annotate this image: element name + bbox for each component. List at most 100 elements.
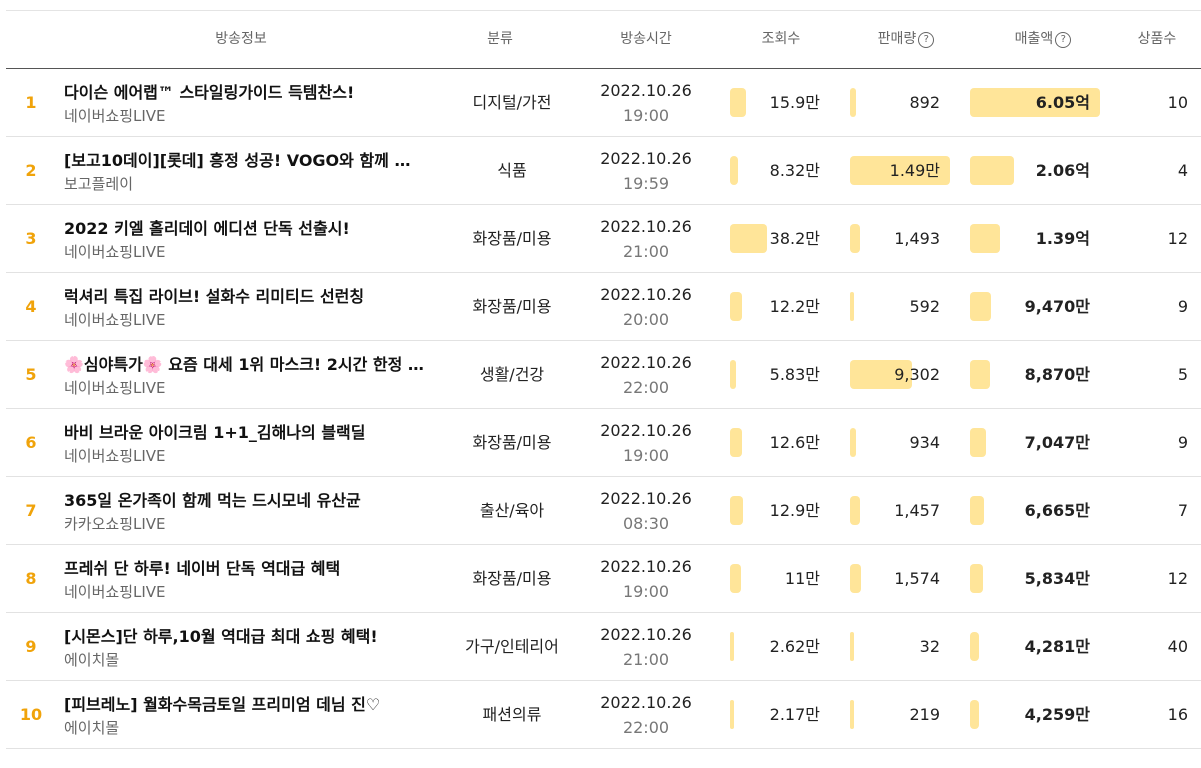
broadcast-title[interactable]: 2022 키엘 홀리데이 에디션 단독 선출시!	[64, 219, 350, 238]
seller-name: 네이버쇼핑LIVE	[64, 311, 166, 329]
broadcast-time: 19:00	[622, 106, 670, 125]
table-row[interactable]: 9 [시몬스]단 하루,10월 역대급 최대 쇼핑 혜택! 에이치몰 가구/인테…	[6, 613, 1201, 681]
broadcast-date: 2022.10.26	[600, 353, 692, 372]
broadcast-title[interactable]: [시몬스]단 하루,10월 역대급 최대 쇼핑 혜택!	[64, 627, 378, 646]
header-info: 방송정보	[215, 31, 267, 47]
seller-name: 카카오쇼핑LIVE	[64, 515, 166, 533]
broadcast-title[interactable]: [보고10데이][롯데] 흥정 성공! VOGO와 함께 가격흥정하세요	[64, 151, 424, 170]
sales-value: 1.49만	[889, 161, 940, 180]
rank-number: 4	[25, 297, 37, 316]
broadcast-time: 22:00	[622, 378, 670, 397]
views-bar	[730, 700, 734, 729]
product-count: 10	[1167, 93, 1188, 112]
product-count: 40	[1167, 637, 1188, 656]
category-label: 생활/건강	[479, 365, 545, 384]
category-label: 식품	[497, 161, 527, 180]
broadcast-title[interactable]: 365일 온가족이 함께 먹는 드시모네 유산균	[64, 491, 361, 510]
broadcast-time: 19:00	[622, 582, 670, 601]
table-row[interactable]: 4 럭셔리 특집 라이브! 설화수 리미티드 선런칭 네이버쇼핑LIVE 화장품…	[6, 273, 1201, 341]
category-label: 화장품/미용	[472, 229, 552, 248]
rank-number: 1	[25, 93, 37, 112]
views-value: 5.83만	[769, 365, 820, 384]
category-label: 패션의류	[482, 705, 542, 724]
revenue-value: 7,047만	[1024, 433, 1090, 452]
sales-value: 1,493	[894, 229, 940, 248]
table-row[interactable]: 8 프레쉬 단 하루! 네이버 단독 역대급 혜택 네이버쇼핑LIVE 화장품/…	[6, 545, 1201, 613]
table-row[interactable]: 5 🌸심야특가🌸 요즘 대세 1위 마스크! 2시간 한정 특가 네이버쇼핑LI…	[6, 341, 1201, 409]
table-body: 1 다이슨 에어랩™ 스타일링가이드 득템찬스! 네이버쇼핑LIVE 디지털/가…	[6, 69, 1201, 749]
views-value: 12.6만	[769, 433, 820, 452]
sales-value: 892	[909, 93, 940, 112]
views-bar	[730, 292, 742, 321]
revenue-bar	[970, 224, 1000, 253]
views-value: 2.17만	[769, 705, 820, 724]
views-bar	[730, 428, 742, 457]
sales-bar	[850, 224, 860, 253]
broadcast-time: 22:00	[622, 718, 670, 737]
header-sales-qty: 판매량?	[856, 11, 956, 68]
seller-name: 네이버쇼핑LIVE	[64, 379, 166, 397]
product-count: 9	[1177, 297, 1188, 316]
sales-bar	[850, 88, 856, 117]
broadcast-title[interactable]: 프레쉬 단 하루! 네이버 단독 역대급 혜택	[64, 559, 341, 578]
category-label: 가구/인테리어	[465, 637, 559, 656]
revenue-bar	[970, 428, 986, 457]
rank-number: 3	[25, 229, 37, 248]
views-bar	[730, 632, 734, 661]
broadcast-title[interactable]: [피브레노] 월화수목금토일 프리미엄 데님 진♡	[64, 695, 381, 714]
revenue-value: 6.05억	[1035, 93, 1090, 112]
broadcast-title[interactable]: 다이슨 에어랩™ 스타일링가이드 득템찬스!	[64, 83, 355, 102]
broadcast-date: 2022.10.26	[600, 421, 692, 440]
table-row[interactable]: 6 바비 브라운 아이크림 1+1_김해나의 블랙딜 네이버쇼핑LIVE 화장품…	[6, 409, 1201, 477]
broadcast-time: 21:00	[622, 650, 670, 669]
table-row[interactable]: 10 [피브레노] 월화수목금토일 프리미엄 데님 진♡ 에이치몰 패션의류 2…	[6, 681, 1201, 749]
revenue-bar	[970, 632, 979, 661]
revenue-value: 6,665만	[1024, 501, 1090, 520]
ranking-table: 방송정보 분류 방송시간 조회수 판매량? 매출액? 상품수 1 다이슨 에어랩…	[6, 10, 1201, 749]
table-row[interactable]: 2 [보고10데이][롯데] 흥정 성공! VOGO와 함께 가격흥정하세요 보…	[6, 137, 1201, 205]
views-value: 15.9만	[769, 93, 820, 112]
views-bar	[730, 360, 736, 389]
sales-value: 934	[909, 433, 940, 452]
broadcast-date: 2022.10.26	[600, 217, 692, 236]
views-value: 8.32만	[769, 161, 820, 180]
table-row[interactable]: 1 다이슨 에어랩™ 스타일링가이드 득템찬스! 네이버쇼핑LIVE 디지털/가…	[6, 69, 1201, 137]
table-row[interactable]: 3 2022 키엘 홀리데이 에디션 단독 선출시! 네이버쇼핑LIVE 화장품…	[6, 205, 1201, 273]
broadcast-date: 2022.10.26	[600, 149, 692, 168]
product-count: 5	[1177, 365, 1188, 384]
broadcast-title[interactable]: 🌸심야특가🌸 요즘 대세 1위 마스크! 2시간 한정 특가	[64, 355, 424, 374]
sales-value: 592	[909, 297, 940, 316]
views-value: 2.62만	[769, 637, 820, 656]
product-count: 4	[1177, 161, 1188, 180]
category-label: 출산/육아	[479, 501, 545, 520]
views-value: 38.2만	[769, 229, 820, 248]
views-bar	[730, 564, 741, 593]
broadcast-date: 2022.10.26	[600, 489, 692, 508]
category-label: 화장품/미용	[472, 433, 552, 452]
help-icon[interactable]: ?	[1055, 32, 1072, 48]
revenue-bar	[970, 292, 991, 321]
rank-number: 2	[25, 161, 37, 180]
revenue-bar	[970, 700, 979, 729]
views-bar	[730, 156, 738, 185]
seller-name: 네이버쇼핑LIVE	[64, 107, 166, 125]
revenue-value: 4,281만	[1024, 637, 1090, 656]
broadcast-title[interactable]: 바비 브라운 아이크림 1+1_김해나의 블랙딜	[64, 423, 366, 442]
broadcast-time: 19:00	[622, 446, 670, 465]
revenue-bar	[970, 156, 1014, 185]
product-count: 12	[1167, 569, 1188, 588]
sales-value: 219	[909, 705, 940, 724]
broadcast-date: 2022.10.26	[600, 81, 692, 100]
broadcast-time: 20:00	[622, 310, 670, 329]
sales-value: 1,457	[894, 501, 940, 520]
broadcast-title[interactable]: 럭셔리 특집 라이브! 설화수 리미티드 선런칭	[64, 287, 365, 306]
table-row[interactable]: 7 365일 온가족이 함께 먹는 드시모네 유산균 카카오쇼핑LIVE 출산/…	[6, 477, 1201, 545]
header-views: 조회수	[761, 31, 801, 47]
revenue-value: 8,870만	[1024, 365, 1090, 384]
sales-value: 32	[919, 637, 940, 656]
header-category: 분류	[487, 31, 513, 47]
views-bar	[730, 224, 767, 253]
views-bar	[730, 496, 743, 525]
help-icon[interactable]: ?	[918, 32, 935, 48]
product-count: 7	[1177, 501, 1188, 520]
